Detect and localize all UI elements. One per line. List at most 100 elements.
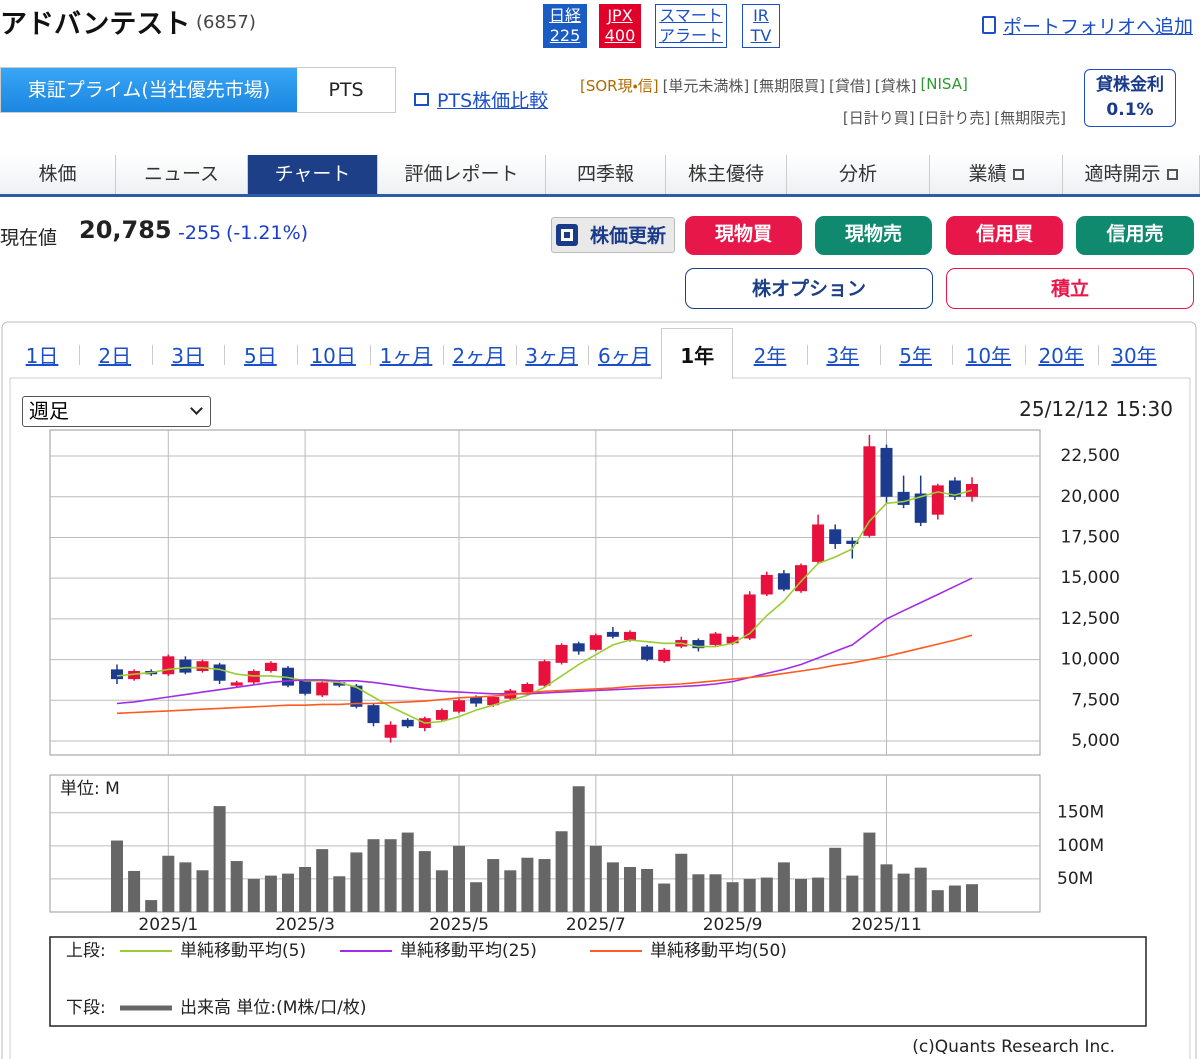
period-tab[interactable]: 1ヶ月 bbox=[379, 344, 433, 368]
candle-body bbox=[128, 670, 141, 680]
y-tick-label: 7,500 bbox=[1071, 690, 1120, 710]
candle-body bbox=[350, 685, 363, 707]
lending-rate-box[interactable]: 貸株金利 0.1% bbox=[1084, 69, 1176, 127]
period-tab[interactable]: 3ヶ月 bbox=[525, 344, 578, 368]
legend-label: 単純移動平均(50) bbox=[650, 941, 787, 961]
chevron bbox=[190, 402, 203, 415]
volume-bar bbox=[350, 852, 363, 912]
tag: [貸株] bbox=[874, 77, 917, 95]
nav-tab[interactable]: 分析 bbox=[787, 155, 930, 194]
period-tab[interactable]: 3年 bbox=[826, 344, 860, 368]
nav-tab[interactable]: 評価レポート bbox=[378, 155, 546, 194]
action-button[interactable]: 現物買 bbox=[685, 216, 802, 255]
legend-label: 単純移動平均(5) bbox=[180, 941, 306, 961]
copyright: (c)Quants Research Inc. bbox=[912, 1037, 1115, 1057]
portfolio-link[interactable]: ポートフォリオへ追加 bbox=[1003, 16, 1194, 38]
period-tab[interactable]: 3日 bbox=[171, 344, 204, 368]
volume-bar bbox=[435, 870, 448, 912]
x-tick-label: 2025/7 bbox=[566, 915, 626, 935]
candle-body bbox=[367, 705, 380, 724]
period-tab[interactable]: 6ヶ月 bbox=[598, 344, 651, 368]
badge-line: アラート bbox=[658, 26, 723, 45]
volume-bar bbox=[487, 859, 500, 912]
nav-tab-label: チャート bbox=[274, 163, 351, 185]
pts-compare-link[interactable]: PTS株価比較 bbox=[437, 90, 549, 112]
volume-bar bbox=[880, 864, 893, 912]
quote-change: -255 bbox=[178, 222, 222, 244]
y-tick-label: 150M bbox=[1057, 803, 1104, 823]
period-tab[interactable]: 30年 bbox=[1111, 344, 1157, 368]
volume-bar bbox=[658, 883, 671, 912]
volume-unit-label: 単位: M bbox=[60, 779, 120, 799]
candle-body bbox=[179, 659, 192, 673]
candle-body bbox=[641, 646, 654, 660]
candle-body bbox=[111, 669, 123, 680]
period-tab[interactable]: 1年 bbox=[680, 344, 715, 368]
volume-bar bbox=[795, 878, 807, 912]
nav-tab[interactable]: ニュース bbox=[116, 155, 248, 194]
nav-tab[interactable]: 株価 bbox=[0, 155, 116, 194]
nav-tab-label: 分析 bbox=[838, 163, 877, 185]
moving-average-line bbox=[116, 489, 973, 724]
nav-tab-label: 評価レポート bbox=[404, 163, 519, 185]
action-button[interactable]: 現物売 bbox=[815, 216, 932, 255]
tab-separator bbox=[806, 345, 808, 365]
interval-select[interactable]: 週足 bbox=[22, 396, 211, 427]
period-tab[interactable]: 2ヶ月 bbox=[452, 344, 506, 368]
badge-line: TV bbox=[750, 26, 772, 45]
x-tick-label: 2025/11 bbox=[851, 915, 922, 935]
tab-separator bbox=[879, 345, 881, 365]
period-tab[interactable]: 2年 bbox=[753, 344, 787, 368]
period-tab[interactable]: 5年 bbox=[899, 344, 932, 368]
tab-separator bbox=[952, 345, 954, 365]
candle-body bbox=[264, 662, 277, 671]
option-button[interactable]: 積立 bbox=[946, 268, 1194, 309]
option-button[interactable]: 株オプション bbox=[685, 268, 933, 309]
quote-label: 現在値 bbox=[0, 227, 58, 249]
stock-code: (6857) bbox=[196, 12, 256, 33]
volume-bar bbox=[760, 877, 773, 912]
period-tab[interactable]: 20年 bbox=[1038, 344, 1084, 368]
nav-tab[interactable]: 四季報 bbox=[546, 155, 666, 194]
action-button[interactable]: 信用買 bbox=[946, 216, 1063, 255]
period-tab-active[interactable] bbox=[661, 328, 734, 379]
tag: [SOR現・信] bbox=[580, 77, 659, 95]
nav-tab[interactable]: チャート bbox=[248, 155, 378, 194]
badge[interactable]: スマート アラート bbox=[655, 4, 727, 48]
action-button[interactable]: 信用売 bbox=[1076, 216, 1194, 255]
y-tick-label: 20,000 bbox=[1061, 487, 1120, 507]
nav-tab[interactable]: 株主優待 bbox=[666, 155, 787, 194]
volume-bar bbox=[743, 878, 756, 912]
market-tab[interactable]: 東証プライム(当社優先市場) bbox=[1, 68, 297, 112]
nav-tab-label: 適時開示 bbox=[1084, 163, 1161, 185]
badge[interactable]: 日経 225 bbox=[543, 4, 587, 48]
volume-bar bbox=[931, 890, 944, 912]
page-title: アドバンテスト bbox=[0, 9, 191, 40]
candle-body bbox=[299, 680, 312, 694]
badge-line: スマート bbox=[659, 6, 723, 25]
y-tick-label: 10,000 bbox=[1061, 650, 1120, 670]
period-tab[interactable]: 10年 bbox=[965, 344, 1012, 368]
tag: [無期限買] bbox=[753, 77, 825, 95]
candle-body bbox=[914, 493, 927, 523]
volume-bar bbox=[401, 832, 414, 912]
tab-separator bbox=[151, 345, 153, 365]
candle-body bbox=[401, 719, 414, 727]
nav-tab[interactable]: 業績 bbox=[930, 155, 1063, 194]
badge[interactable]: JPX 400 bbox=[599, 4, 641, 48]
x-tick-label: 2025/9 bbox=[703, 915, 763, 935]
volume-bar bbox=[948, 885, 961, 912]
period-tab[interactable]: 5日 bbox=[244, 344, 277, 368]
market-tab[interactable]: PTS bbox=[297, 68, 395, 112]
volume-bar bbox=[230, 861, 243, 912]
candle-body bbox=[743, 594, 756, 639]
nav-tabs: 株価 ニュース チャート 評価レポート 四季報 株主優待 分析 業績 適時開示 bbox=[0, 155, 1200, 197]
period-tab[interactable]: 1日 bbox=[25, 344, 59, 368]
volume-bar bbox=[111, 840, 123, 912]
legend-row-label: 下段: bbox=[66, 998, 106, 1018]
nav-tab[interactable]: 適時開示 bbox=[1063, 155, 1200, 194]
period-tab[interactable]: 2日 bbox=[98, 344, 132, 368]
badge[interactable]: IR TV bbox=[742, 4, 780, 48]
period-tab[interactable]: 10日 bbox=[310, 344, 356, 368]
